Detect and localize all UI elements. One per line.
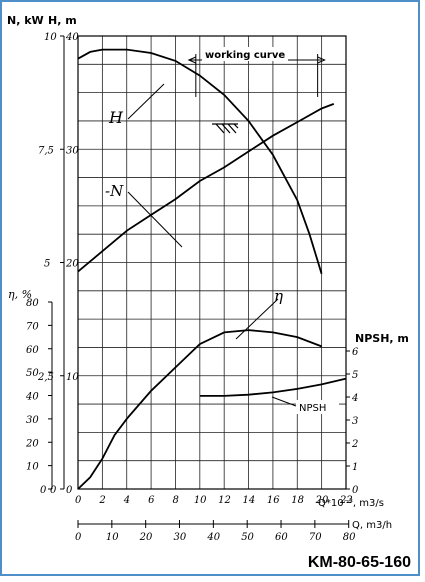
working-curve-label: working curve bbox=[205, 50, 285, 61]
n-tick-label: 7,5 bbox=[38, 145, 54, 156]
n-curve-label: -N bbox=[105, 182, 124, 200]
q-ls-tick-label: 0 bbox=[75, 495, 82, 506]
n-tick-label: 10 bbox=[44, 32, 57, 43]
q-ls-tick-label: 6 bbox=[148, 495, 155, 506]
eta-tick-label: 20 bbox=[25, 438, 39, 449]
h-curve-label: H bbox=[108, 108, 124, 127]
npsh-curve-label: NPSH bbox=[299, 403, 326, 414]
npsh-tick-label: 4 bbox=[351, 393, 358, 404]
eta-tick-label: 30 bbox=[26, 415, 39, 426]
m3h-axis-title: Q, m3/h bbox=[352, 520, 392, 531]
npsh-tick-label: 6 bbox=[352, 347, 359, 358]
m3h-tick-label: 40 bbox=[206, 532, 220, 543]
q-ls-tick-label: 14 bbox=[243, 495, 256, 506]
eta-tick-label: 60 bbox=[26, 345, 39, 356]
eta-tick-label: 70 bbox=[26, 321, 39, 332]
h-tick-label: 20 bbox=[65, 259, 79, 270]
eta-curve-label: η bbox=[274, 287, 283, 305]
eta-tick-label: 80 bbox=[26, 298, 39, 309]
m3h-tick-label: 0 bbox=[75, 532, 82, 543]
eta-tick-label: 40 bbox=[25, 392, 39, 403]
q-ls-axis-title: Q*10⁻³, m3/s bbox=[318, 498, 384, 509]
q-ls-tick-label: 2 bbox=[98, 495, 105, 506]
h-tick-label: 30 bbox=[66, 145, 79, 156]
npsh-tick-label: 2 bbox=[351, 439, 358, 450]
n-axis-title: N, kW bbox=[7, 14, 44, 27]
npsh-tick-label: 0 bbox=[352, 485, 359, 496]
m3h-tick-label: 20 bbox=[139, 532, 153, 543]
q-ls-tick-label: 12 bbox=[218, 495, 231, 506]
n-tick-label: 2,5 bbox=[37, 372, 54, 383]
h-label-leader bbox=[128, 84, 164, 119]
m3h-tick-label: 60 bbox=[275, 532, 288, 543]
q-ls-tick-label: 18 bbox=[291, 495, 304, 506]
working-limit-hatch bbox=[212, 124, 238, 133]
npsh-tick-label: 5 bbox=[352, 370, 358, 381]
q-ls-tick-label: 4 bbox=[123, 495, 130, 506]
eta-tick-label: 50 bbox=[26, 368, 39, 379]
figure-id: KM-80-65-160 bbox=[308, 554, 411, 572]
m3h-tick-label: 70 bbox=[309, 532, 322, 543]
n-tick-label: 5 bbox=[44, 259, 50, 270]
eta-tick-label: 10 bbox=[26, 462, 39, 473]
m3h-tick-label: 10 bbox=[106, 532, 119, 543]
m3h-tick-label: 30 bbox=[174, 532, 187, 543]
q-ls-tick-label: 10 bbox=[194, 495, 207, 506]
eta-tick-label: 0 bbox=[40, 485, 47, 496]
q-ls-tick-label: 16 bbox=[267, 495, 280, 506]
npsh-tick-label: 3 bbox=[352, 416, 358, 427]
m3h-tick-label: 50 bbox=[241, 532, 254, 543]
npsh-tick-label: 1 bbox=[352, 462, 358, 473]
h-tick-label: 0 bbox=[66, 485, 73, 496]
npsh-label-leader bbox=[272, 397, 296, 406]
npsh-axis-title: NPSH, m bbox=[355, 332, 409, 345]
h-tick-label: 10 bbox=[66, 372, 79, 383]
n-tick-label: 0 bbox=[50, 485, 57, 496]
h-axis-title: H, m bbox=[48, 14, 77, 27]
m3h-tick-label: 80 bbox=[343, 532, 356, 543]
q-ls-tick-label: 8 bbox=[172, 495, 178, 506]
h-tick-label: 40 bbox=[65, 32, 79, 43]
